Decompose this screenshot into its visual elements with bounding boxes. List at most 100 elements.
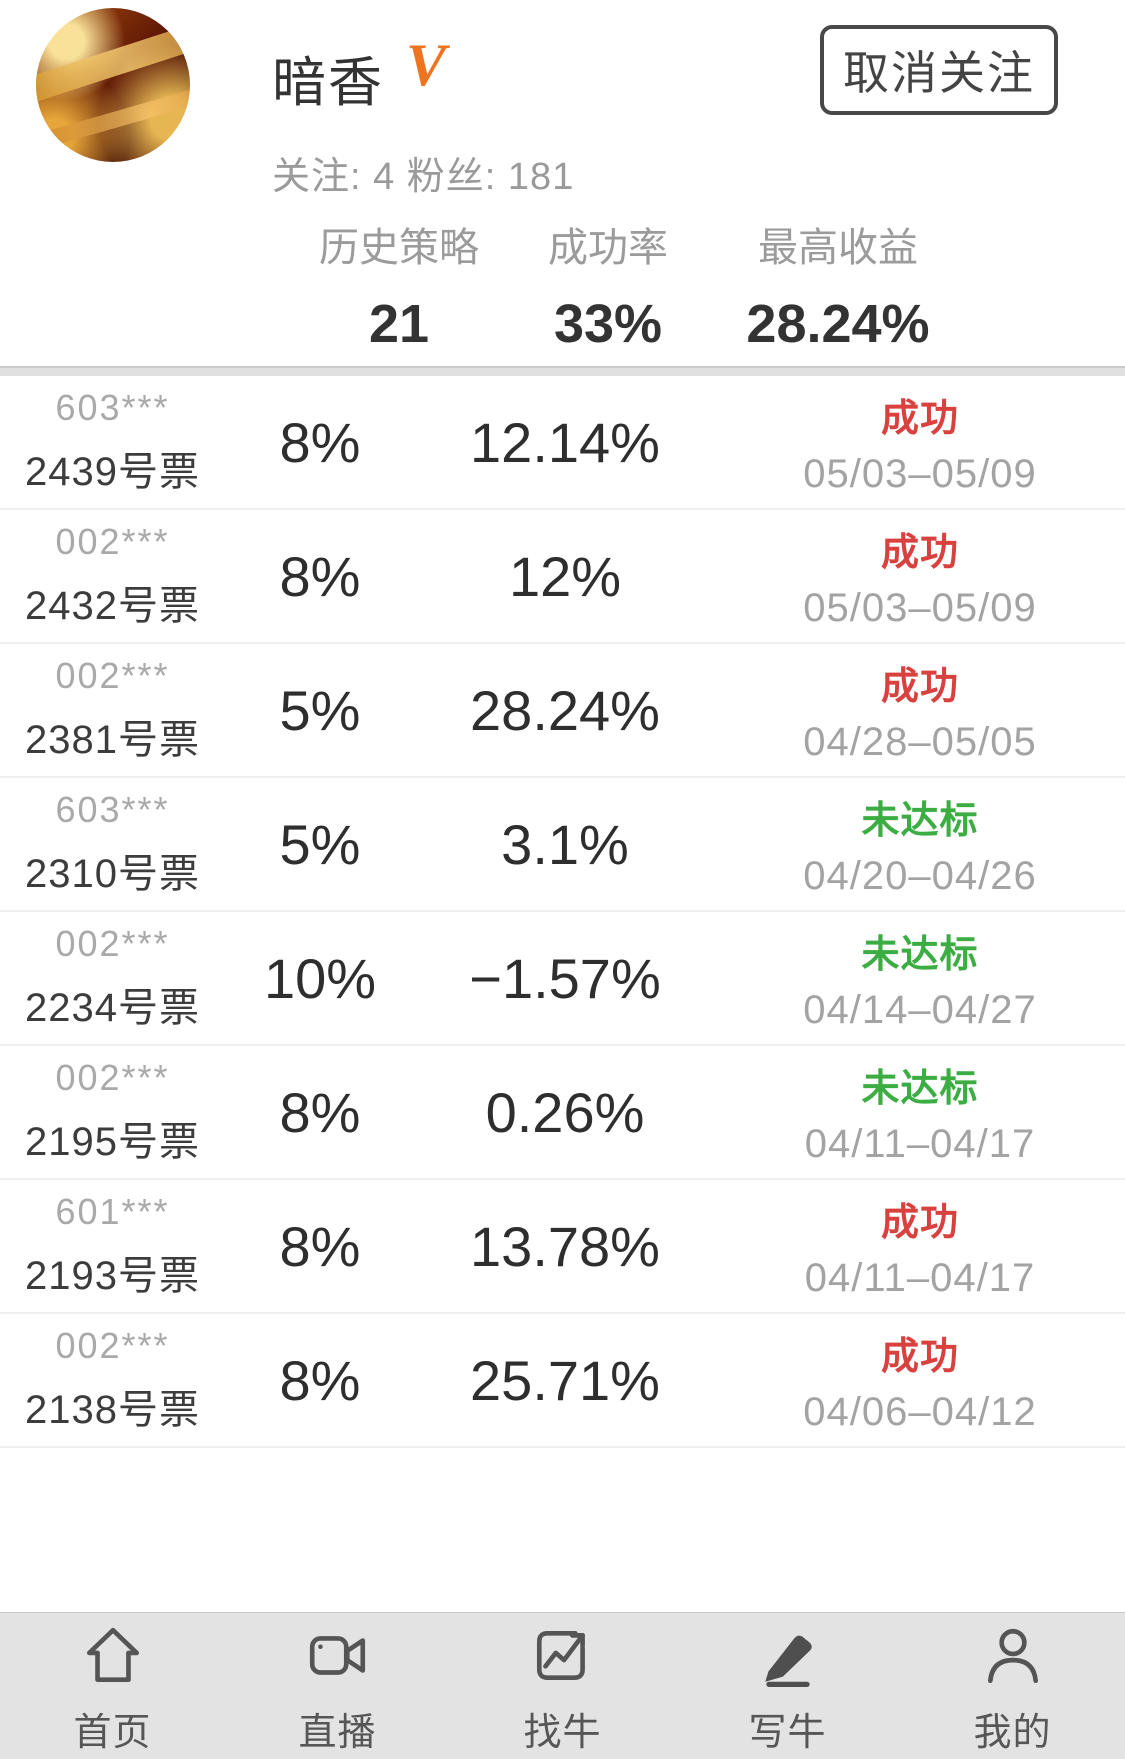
- stat-success-rate: 成功率 33%: [502, 215, 714, 366]
- nav-item-home[interactable]: 首页: [0, 1613, 225, 1759]
- strategy-list: 603*** 2439号票 8% 12.14% 成功 05/03–05/09 0…: [0, 376, 1125, 1448]
- return-percent: 25.71%: [470, 1348, 660, 1412]
- nav-item-label: 首页: [73, 1711, 152, 1754]
- ticket-number: 2310号票: [25, 852, 200, 896]
- stock-cell: 601*** 2193号票: [0, 1191, 225, 1301]
- ticket-number: 2138号票: [25, 1388, 200, 1432]
- content-spacer: [0, 1448, 1125, 1612]
- stock-code: 002***: [55, 1325, 170, 1366]
- strategy-row[interactable]: 002*** 2234号票 10% −1.57% 未达标 04/14–04/27: [0, 912, 1125, 1046]
- stock-code: 002***: [55, 923, 170, 964]
- nav-item-label: 直播: [298, 1711, 377, 1754]
- status-label: 未达标: [861, 800, 979, 842]
- return-percent: 12.14%: [470, 410, 660, 474]
- pencil-icon: [755, 1623, 821, 1689]
- person-icon: [980, 1623, 1046, 1689]
- stock-cell: 002*** 2138号票: [0, 1325, 225, 1435]
- verified-badge-icon: V: [406, 32, 447, 98]
- strategy-row[interactable]: 603*** 2310号票 5% 3.1% 未达标 04/20–04/26: [0, 778, 1125, 912]
- strategy-row[interactable]: 002*** 2432号票 8% 12% 成功 05/03–05/09: [0, 510, 1125, 644]
- status-label: 成功: [880, 532, 959, 574]
- stock-code: 002***: [55, 1057, 170, 1098]
- status-label: 成功: [880, 1336, 959, 1378]
- result-cell: 未达标 04/11–04/17: [715, 1057, 1125, 1167]
- position-percent: 8%: [279, 1080, 361, 1144]
- position-percent: 10%: [263, 946, 377, 1010]
- nav-item-chart-arrow[interactable]: 找牛: [450, 1613, 675, 1759]
- nav-item-video-camera[interactable]: 直播: [225, 1613, 450, 1759]
- result-cell: 未达标 04/20–04/26: [715, 789, 1125, 899]
- ticket-number: 2439号票: [25, 450, 200, 494]
- position-percent: 8%: [279, 544, 361, 608]
- result-cell: 未达标 04/14–04/27: [715, 923, 1125, 1033]
- return-percent: 13.78%: [470, 1214, 660, 1278]
- result-cell: 成功 04/06–04/12: [715, 1325, 1125, 1435]
- return-percent: 28.24%: [470, 678, 660, 742]
- stock-cell: 603*** 2310号票: [0, 789, 225, 899]
- date-range: 04/20–04/26: [803, 854, 1037, 898]
- ticket-number: 2193号票: [25, 1254, 200, 1298]
- nav-item-pencil[interactable]: 写牛: [675, 1613, 900, 1759]
- stock-cell: 002*** 2195号票: [0, 1057, 225, 1167]
- unfollow-button[interactable]: 取消关注: [820, 25, 1058, 115]
- position-percent: 5%: [279, 678, 361, 742]
- home-icon: [80, 1623, 146, 1689]
- ticket-number: 2432号票: [25, 584, 200, 628]
- stat-history-strategies: 历史策略 21: [296, 215, 502, 366]
- date-range: 04/11–04/17: [804, 1256, 1036, 1300]
- section-divider: [0, 366, 1125, 376]
- date-range: 05/03–05/09: [803, 586, 1037, 630]
- user-name: 暗香: [272, 53, 384, 113]
- nav-item-person[interactable]: 我的: [900, 1613, 1125, 1759]
- date-range: 04/06–04/12: [803, 1390, 1037, 1434]
- stock-code: 002***: [55, 521, 170, 562]
- chart-arrow-icon: [530, 1623, 596, 1689]
- stock-code: 603***: [55, 789, 170, 830]
- position-percent: 8%: [279, 410, 361, 474]
- position-percent: 5%: [279, 812, 361, 876]
- avatar: [36, 8, 190, 162]
- nav-item-label: 我的: [973, 1711, 1052, 1754]
- date-range: 04/28–05/05: [803, 720, 1037, 764]
- summary-stats: 历史策略 21 成功率 33% 最高收益 28.24%: [296, 205, 1125, 366]
- stock-cell: 002*** 2381号票: [0, 655, 225, 765]
- status-label: 成功: [880, 1202, 959, 1244]
- stock-code: 002***: [55, 655, 170, 696]
- return-percent: 12%: [508, 544, 622, 608]
- date-range: 05/03–05/09: [803, 452, 1037, 496]
- strategy-row[interactable]: 601*** 2193号票 8% 13.78% 成功 04/11–04/17: [0, 1180, 1125, 1314]
- stock-cell: 603*** 2439号票: [0, 387, 225, 497]
- ticket-number: 2381号票: [25, 718, 200, 762]
- nav-item-label: 找牛: [523, 1711, 602, 1754]
- stat-value: 28.24%: [746, 294, 930, 354]
- position-percent: 8%: [279, 1214, 361, 1278]
- strategy-row[interactable]: 002*** 2138号票 8% 25.71% 成功 04/06–04/12: [0, 1314, 1125, 1448]
- date-range: 04/14–04/27: [803, 988, 1037, 1032]
- stat-value: 33%: [553, 294, 663, 354]
- stat-max-return: 最高收益 28.24%: [714, 215, 962, 366]
- strategy-row[interactable]: 603*** 2439号票 8% 12.14% 成功 05/03–05/09: [0, 376, 1125, 510]
- stock-code: 601***: [55, 1191, 170, 1232]
- follow-fans-stats: 关注: 4 粉丝: 181: [272, 156, 575, 198]
- status-label: 成功: [880, 666, 959, 708]
- result-cell: 成功 04/11–04/17: [715, 1191, 1125, 1301]
- result-cell: 成功 04/28–05/05: [715, 655, 1125, 765]
- strategy-row[interactable]: 002*** 2195号票 8% 0.26% 未达标 04/11–04/17: [0, 1046, 1125, 1180]
- return-percent: 3.1%: [501, 812, 629, 876]
- result-cell: 成功 05/03–05/09: [715, 387, 1125, 497]
- ticket-number: 2234号票: [25, 986, 200, 1030]
- return-percent: −1.57%: [469, 946, 661, 1010]
- nav-item-label: 写牛: [748, 1711, 827, 1754]
- stat-label: 历史策略: [319, 226, 479, 270]
- status-label: 未达标: [861, 934, 979, 976]
- stock-cell: 002*** 2432号票: [0, 521, 225, 631]
- status-label: 成功: [880, 398, 959, 440]
- stock-cell: 002*** 2234号票: [0, 923, 225, 1033]
- profile-header: 暗香 V 关注: 4 粉丝: 181 取消关注: [0, 0, 1125, 205]
- stat-label: 成功率: [548, 226, 668, 270]
- date-range: 04/11–04/17: [804, 1122, 1036, 1166]
- stat-label: 最高收益: [758, 226, 918, 270]
- strategy-row[interactable]: 002*** 2381号票 5% 28.24% 成功 04/28–05/05: [0, 644, 1125, 778]
- video-camera-icon: [305, 1623, 371, 1689]
- stat-value: 21: [368, 294, 430, 354]
